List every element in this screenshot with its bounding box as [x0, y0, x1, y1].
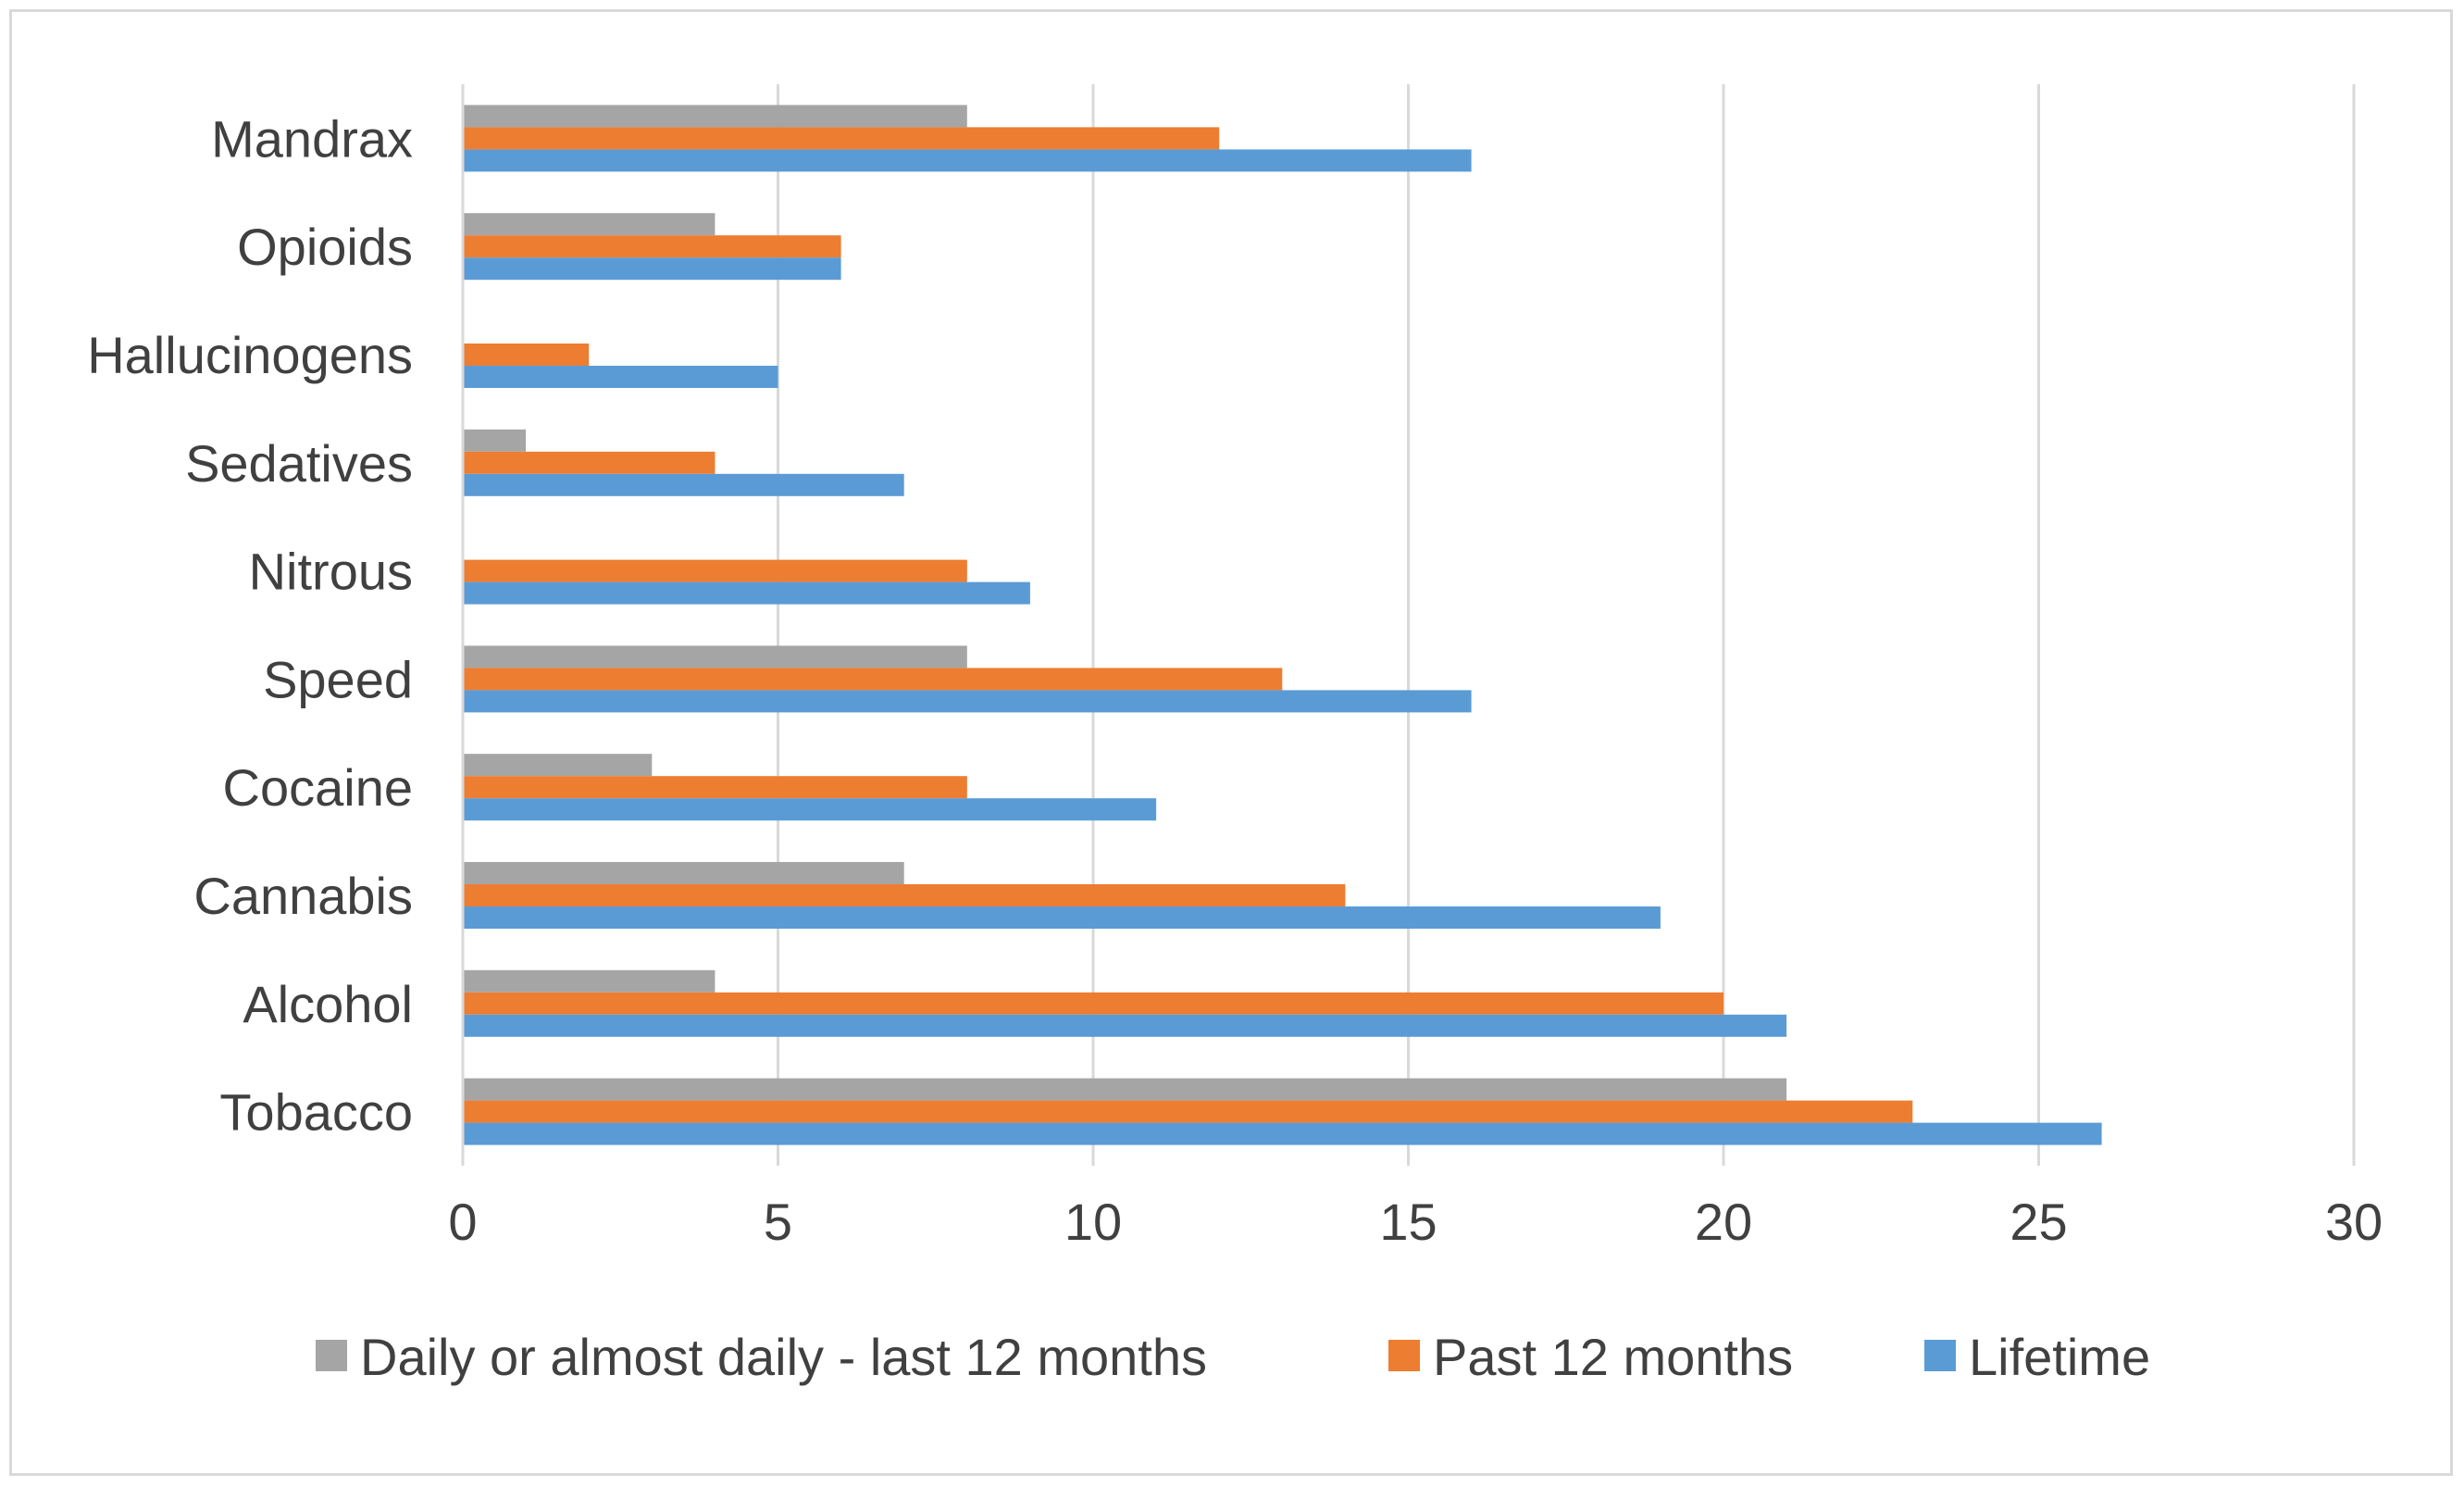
category-label-tobacco: Tobacco: [219, 1083, 413, 1142]
legend-label-daily-or-almost-daily-last-12-months: Daily or almost daily - last 12 months: [360, 1328, 1207, 1386]
bar-sedatives-lifetime: [464, 473, 904, 496]
bar-mandrax-lifetime: [464, 149, 1472, 172]
bar-alcohol-daily-or-almost-daily-last-12-months: [464, 969, 716, 993]
category-label-opioids: Opioids: [237, 218, 413, 276]
bar-mandrax-past-12-months: [464, 127, 1220, 150]
legend-swatch-past-12-months: [1388, 1340, 1420, 1371]
bars: [464, 105, 2102, 1145]
bar-hallucinogens-past-12-months: [464, 344, 590, 366]
x-tick-label-5: 5: [764, 1193, 792, 1251]
bar-tobacco-past-12-months: [464, 1100, 1913, 1123]
bar-speed-lifetime: [464, 690, 1472, 713]
legend-label-lifetime: Lifetime: [1969, 1328, 2150, 1386]
bar-tobacco-daily-or-almost-daily-last-12-months: [464, 1078, 1787, 1101]
legend-label-past-12-months: Past 12 months: [1433, 1328, 1793, 1386]
bar-tobacco-lifetime: [464, 1122, 2102, 1145]
bar-cocaine-lifetime: [464, 798, 1157, 821]
bar-nitrous-lifetime: [464, 581, 1030, 605]
bar-chart: Tobacco Alcohol Cannabis Cocaine Speed Nitrou…: [87, 84, 2383, 1386]
x-tick-label-15: 15: [1379, 1193, 1437, 1251]
bar-mandrax-daily-or-almost-daily-last-12-months: [464, 105, 967, 128]
bar-nitrous-past-12-months: [464, 559, 967, 582]
bar-alcohol-lifetime: [464, 1014, 1787, 1037]
legend-swatch-daily-or-almost-daily-last-12-months: [316, 1340, 347, 1371]
category-label-hallucinogens: Hallucinogens: [87, 326, 413, 384]
category-label-cannabis: Cannabis: [193, 867, 413, 925]
category-labels: Tobacco Alcohol Cannabis Cocaine Speed Nitrou…: [87, 109, 413, 1141]
bar-speed-past-12-months: [464, 668, 1283, 691]
x-tick-label-10: 10: [1064, 1193, 1122, 1251]
bar-cocaine-past-12-months: [464, 776, 967, 799]
chart-frame: Tobacco Alcohol Cannabis Cocaine Speed Nitrou…: [9, 9, 2453, 1476]
x-tick-labels: 0 5 10 15 20 25 30: [448, 1193, 2383, 1251]
category-label-mandrax: Mandrax: [211, 109, 413, 168]
category-label-speed: Speed: [263, 650, 413, 708]
category-label-nitrous: Nitrous: [249, 543, 413, 601]
bar-sedatives-past-12-months: [464, 451, 716, 474]
gridlines: [777, 84, 2356, 1166]
legend-swatch-lifetime: [1924, 1340, 1956, 1371]
category-label-cocaine: Cocaine: [223, 758, 413, 817]
bar-cocaine-daily-or-almost-daily-last-12-months: [464, 754, 653, 777]
bar-speed-daily-or-almost-daily-last-12-months: [464, 645, 967, 669]
bar-opioids-past-12-months: [464, 235, 841, 258]
bar-cannabis-daily-or-almost-daily-last-12-months: [464, 862, 904, 884]
bar-sedatives-daily-or-almost-daily-last-12-months: [464, 429, 527, 452]
x-tick-label-30: 30: [2325, 1193, 2383, 1251]
bar-cannabis-lifetime: [464, 906, 1661, 929]
legend: Daily or almost daily - last 12 months Pa…: [316, 1328, 2150, 1386]
x-tick-label-25: 25: [2010, 1193, 2067, 1251]
category-label-sedatives: Sedatives: [185, 434, 413, 493]
bar-opioids-daily-or-almost-daily-last-12-months: [464, 213, 716, 236]
category-label-alcohol: Alcohol: [243, 975, 413, 1033]
bar-opioids-lifetime: [464, 257, 841, 281]
bar-alcohol-past-12-months: [464, 992, 1724, 1015]
bar-hallucinogens-lifetime: [464, 366, 778, 388]
x-tick-label-0: 0: [448, 1193, 477, 1251]
x-tick-label-20: 20: [1695, 1193, 1752, 1251]
bar-cannabis-past-12-months: [464, 884, 1346, 906]
